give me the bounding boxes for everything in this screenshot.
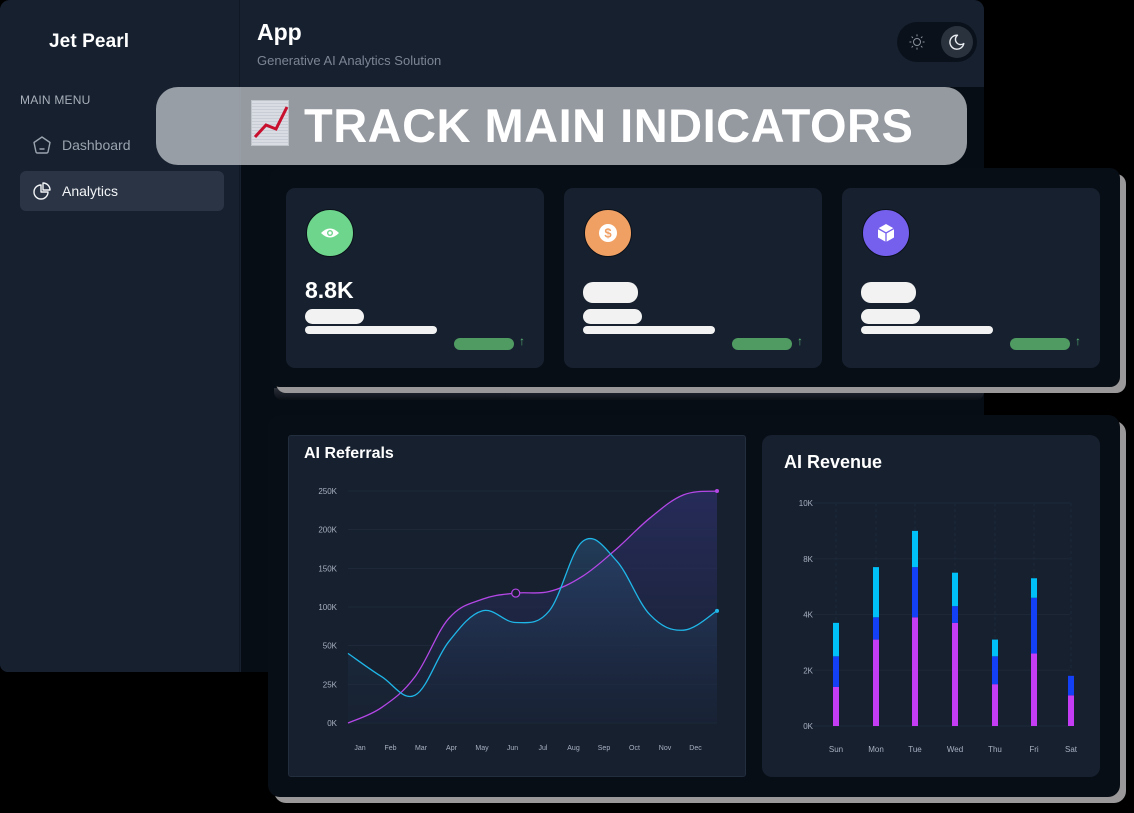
svg-text:2K: 2K (803, 666, 813, 675)
dollar-icon: $ (599, 224, 617, 242)
dark-mode-button[interactable] (941, 26, 973, 58)
sidebar-item-analytics[interactable]: Analytics (20, 171, 224, 211)
skeleton-line (583, 326, 715, 334)
svg-text:50K: 50K (323, 642, 338, 651)
svg-text:Sep: Sep (598, 745, 611, 752)
skeleton-value (861, 282, 916, 303)
svg-text:10K: 10K (799, 499, 814, 508)
chart-title: AI Revenue (784, 452, 883, 472)
skeleton-line (861, 326, 993, 334)
svg-text:Jul: Jul (539, 745, 548, 752)
page-title: App (257, 19, 302, 45)
arrow-up-icon: ↑ (1075, 334, 1081, 348)
chart-increasing-icon (251, 100, 289, 146)
svg-text:$: $ (604, 226, 612, 241)
stat-icon-badge (862, 209, 910, 257)
stat-icon-badge (306, 209, 354, 257)
svg-text:Jun: Jun (507, 745, 518, 752)
stat-card-revenue: $ ↑ (564, 188, 822, 368)
svg-text:Thu: Thu (988, 745, 1002, 754)
svg-text:Sat: Sat (1065, 745, 1078, 754)
svg-text:8K: 8K (803, 555, 813, 564)
svg-text:150K: 150K (318, 564, 337, 573)
banner-heading: TRACK MAIN INDICATORS (304, 99, 914, 152)
trend-bar (732, 338, 792, 350)
svg-text:Aug: Aug (567, 745, 580, 752)
eye-icon (321, 228, 339, 238)
cube-icon (877, 224, 895, 242)
stat-card-products: ↑ (842, 188, 1100, 368)
moon-icon (949, 34, 965, 50)
charts-panel: AI Referrals 0K 25K 50K 100K 150K 200K 250K Jan… (268, 415, 1120, 797)
stat-value: 8.8K (305, 277, 354, 303)
ai-revenue-card: AI Revenue 0K 2K 4K 8K 10K Sun Mon Tue Wed Thu Fri… (762, 435, 1100, 777)
brand-logo: Jet Pearl (49, 31, 130, 52)
pentagon-icon (33, 136, 51, 154)
skeleton-label (861, 309, 920, 324)
svg-text:0K: 0K (327, 719, 337, 728)
main-menu-label: MAIN MENU (20, 93, 91, 107)
sidebar-item-label: Dashboard (62, 137, 131, 153)
trend-bar (454, 338, 514, 350)
svg-text:25K: 25K (323, 680, 338, 689)
revenue-bar-chart[interactable]: 0K 2K 4K 8K 10K Sun Mon Tue Wed Thu Fri Sat (762, 435, 1100, 777)
chart-title: AI Referrals (304, 445, 394, 462)
skeleton-label (305, 309, 364, 324)
svg-text:Sun: Sun (829, 745, 843, 754)
arrow-up-icon: ↑ (519, 334, 525, 348)
svg-text:250K: 250K (318, 487, 337, 496)
skeleton-label (583, 309, 642, 324)
svg-text:Fri: Fri (1029, 745, 1039, 754)
light-mode-button[interactable] (901, 26, 933, 58)
sidebar-item-label: Analytics (62, 183, 119, 199)
svg-text:Tue: Tue (908, 745, 922, 754)
sun-icon (909, 34, 925, 50)
arrow-up-icon: ↑ (797, 334, 803, 348)
svg-text:4K: 4K (803, 611, 813, 620)
skeleton-line (305, 326, 437, 334)
header: App Generative AI Analytics Solution (241, 0, 984, 87)
stats-panel: 8.8K ↑ $ ↑ ↑ (270, 168, 1120, 387)
stat-card-views: 8.8K ↑ (286, 188, 544, 368)
svg-text:May: May (475, 745, 489, 752)
svg-text:Dec: Dec (689, 745, 702, 752)
svg-text:Nov: Nov (659, 745, 672, 752)
trend-bar (1010, 338, 1070, 350)
ai-referrals-card: AI Referrals 0K 25K 50K 100K 150K 200K 250K Jan… (288, 435, 746, 777)
pie-chart-icon (33, 182, 51, 200)
stats-panel-shadow (274, 388, 984, 400)
svg-text:200K: 200K (318, 526, 337, 535)
stat-icon-badge: $ (584, 209, 632, 257)
svg-text:Mon: Mon (868, 745, 884, 754)
skeleton-value (583, 282, 638, 303)
sidebar-item-dashboard[interactable]: Dashboard (20, 125, 224, 165)
banner: TRACK MAIN INDICATORS (156, 87, 967, 165)
svg-text:Apr: Apr (446, 745, 458, 752)
svg-text:100K: 100K (318, 603, 337, 612)
svg-text:Mar: Mar (415, 745, 428, 752)
svg-text:Wed: Wed (947, 745, 963, 754)
referrals-area-chart[interactable]: 0K 25K 50K 100K 150K 200K 250K Jan Feb Mar Apr May J… (289, 436, 745, 776)
svg-text:Feb: Feb (384, 745, 396, 752)
svg-text:Oct: Oct (629, 745, 640, 752)
page-subtitle: Generative AI Analytics Solution (257, 53, 442, 68)
svg-text:0K: 0K (803, 722, 813, 731)
svg-text:Jan: Jan (354, 745, 365, 752)
theme-toggle[interactable] (897, 22, 977, 62)
